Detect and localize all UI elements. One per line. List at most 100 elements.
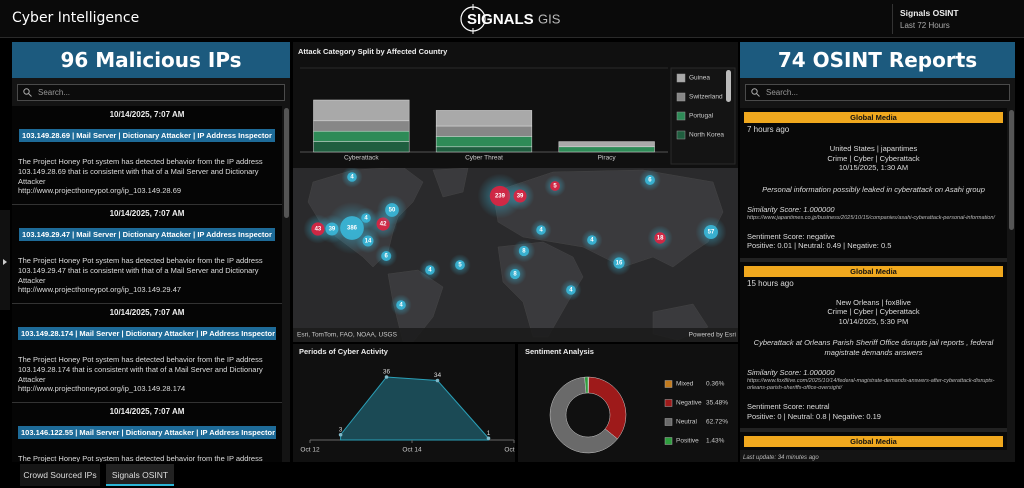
data-label: 34 (434, 372, 442, 379)
scrollbar[interactable] (1009, 110, 1014, 230)
bubble (509, 268, 521, 280)
bubble-label: 42 (380, 222, 387, 228)
x-tick-label: Oct 12 (300, 447, 320, 454)
bar-segment (435, 110, 533, 127)
donut-slice (549, 376, 618, 454)
bubble-label: 4 (590, 238, 594, 244)
x-tick-label: Cyber Threat (465, 155, 503, 162)
bubble-label: 4 (350, 175, 354, 181)
bubble-label: 18 (657, 236, 664, 242)
left-panel: 96 Malicious IPs Search... 10/14/2025, 7… (12, 42, 290, 462)
card-source: United States | japantimes (829, 144, 918, 153)
bubble (613, 257, 625, 269)
bubble (518, 245, 530, 257)
bar-segment (313, 99, 410, 122)
bubble (513, 189, 527, 203)
card-categories: Crime | Cyber | Cyberattack (827, 153, 920, 163)
bubble-label: 16 (616, 261, 623, 267)
period: Last 72 Hours (900, 21, 950, 30)
tab-active[interactable]: Signals OSINT (106, 464, 174, 486)
bubble-label: 239 (495, 194, 506, 200)
card-time: 7 hours ago (747, 125, 790, 134)
card-date: 10/15/2025, 1:30 AM (838, 163, 909, 172)
item-title-row: 103.149.29.47 | Mail Server | Dictionary… (18, 224, 276, 242)
item-date: 10/14/2025, 7:07 AM (109, 308, 185, 317)
bar-segment (558, 146, 655, 153)
report-card: Global Media 15 hours ago (740, 432, 1007, 450)
point (384, 375, 389, 379)
card-similarity: Similarity Score: 1.000000 (747, 204, 835, 214)
attribution-bar (293, 328, 738, 342)
ip-item: 10/14/2025, 7:07 AM 103.146.122.55 | Mail… (12, 403, 282, 462)
divider (892, 4, 893, 34)
bubble (425, 265, 435, 275)
item-title[interactable]: 103.149.28.69 | Mail Server | Dictionary… (19, 129, 275, 142)
item-title[interactable]: 103.146.122.55 | Mail Server | Dictionar… (18, 426, 276, 439)
bubble-label: 39 (517, 194, 524, 200)
search-box[interactable]: Search... (17, 84, 285, 101)
product-name: Signals OSINT (900, 8, 959, 18)
map: 3863943421445046454239395185741646848 Es… (293, 168, 738, 342)
attribution: Esri, TomTom, FAO, NOAA, USGS (297, 332, 398, 339)
data-label: 1 (487, 430, 491, 437)
search-icon (23, 88, 32, 97)
legend-swatch (676, 111, 686, 121)
item-title-row: 103.149.28.174 | Mail Server | Dictionar… (18, 323, 276, 341)
card-sentiment: Sentiment Score: negative (747, 231, 835, 241)
legend-label: Portugal (689, 113, 714, 120)
legend-scrollbar[interactable] (726, 70, 731, 102)
report-card: Global Media 15 hours ago New Orleans | fo… (740, 261, 1007, 432)
card-headline: Cyberattack at Orleans Parish Sheriff Of… (753, 338, 994, 357)
search-box[interactable]: Search... (745, 84, 1010, 101)
legend-value: 0.36% (706, 381, 725, 388)
activity-chart: Periods of Cyber Activity 3 36 34 1 Oct 12 Oct… (299, 347, 515, 454)
chart-title: Attack Category Split by Affected Countr… (298, 47, 448, 56)
item-title[interactable]: 103.149.29.47 | Mail Server | Dictionary… (19, 228, 275, 241)
item-title[interactable]: 103.149.28.174 | Mail Server | Dictionar… (18, 327, 276, 340)
item-date: 10/14/2025, 7:07 AM (109, 209, 185, 218)
ip-item: 10/14/2025, 7:07 AM 103.149.28.69 | Mail … (12, 106, 282, 205)
bar-segment (435, 136, 533, 148)
report-list: Global Media 7 hours ago United States | j… (740, 108, 1007, 450)
bubble (385, 203, 399, 217)
side-toggle[interactable] (0, 210, 10, 310)
bubble (361, 213, 371, 223)
panel-title: 74 OSINT Reports (740, 42, 1015, 78)
tab[interactable]: Crowd Sourced IPs (20, 464, 100, 486)
bubble-label: 8 (513, 272, 517, 278)
item-url: http://www.projecthoneypot.org/ip_103.14… (18, 384, 186, 393)
legend-swatch (664, 418, 673, 426)
ip-item: 10/14/2025, 7:07 AM 103.149.28.174 | Mail… (12, 304, 282, 403)
legend-label: Positive (676, 438, 699, 445)
bubble (587, 235, 597, 245)
legend-swatch (676, 92, 686, 102)
bubble-label: 4 (569, 288, 573, 294)
logo-suffix: GIS (538, 11, 561, 26)
ip-list: 10/14/2025, 7:07 AM 103.149.28.69 | Mail … (12, 106, 282, 462)
logo-text: SIGNALS (467, 11, 534, 28)
bubble-label: 5 (553, 184, 557, 190)
ip-item: 10/14/2025, 7:07 AM 103.149.29.47 | Mail … (12, 205, 282, 304)
bar-segment (558, 141, 655, 148)
item-description: The Project Honey Pot system has detecte… (18, 454, 263, 462)
legend-swatch (676, 130, 686, 140)
chart-title: Periods of Cyber Activity (299, 347, 389, 356)
legend-value: 62.72% (706, 419, 728, 426)
powered-by: Powered by Esri (689, 332, 736, 339)
card-breakdown: Positive: 0 | Neutral: 0.8 | Negative: 0… (747, 411, 881, 421)
card-url: https://www.fox8live.com/2025/10/14/fede… (747, 378, 995, 391)
legend-label: Mixed (676, 381, 694, 388)
legend-swatch (664, 399, 673, 407)
card-url: https://www.japantimes.co.jp/business/20… (747, 214, 995, 221)
bubble (311, 222, 325, 236)
search-placeholder: Search... (766, 88, 799, 97)
card-time: 15 hours ago (747, 278, 794, 288)
last-update: Last update: 34 minutes ago (743, 455, 819, 461)
header: Cyber Intelligence SIGNALS GIS Signals O… (0, 0, 1024, 38)
bubble-label: 386 (347, 226, 358, 232)
point (486, 436, 491, 441)
bubble-label: 4 (364, 216, 368, 222)
bubble-label: 14 (365, 239, 372, 245)
scrollbar[interactable] (284, 108, 289, 218)
legend-label: Negative (676, 400, 702, 407)
